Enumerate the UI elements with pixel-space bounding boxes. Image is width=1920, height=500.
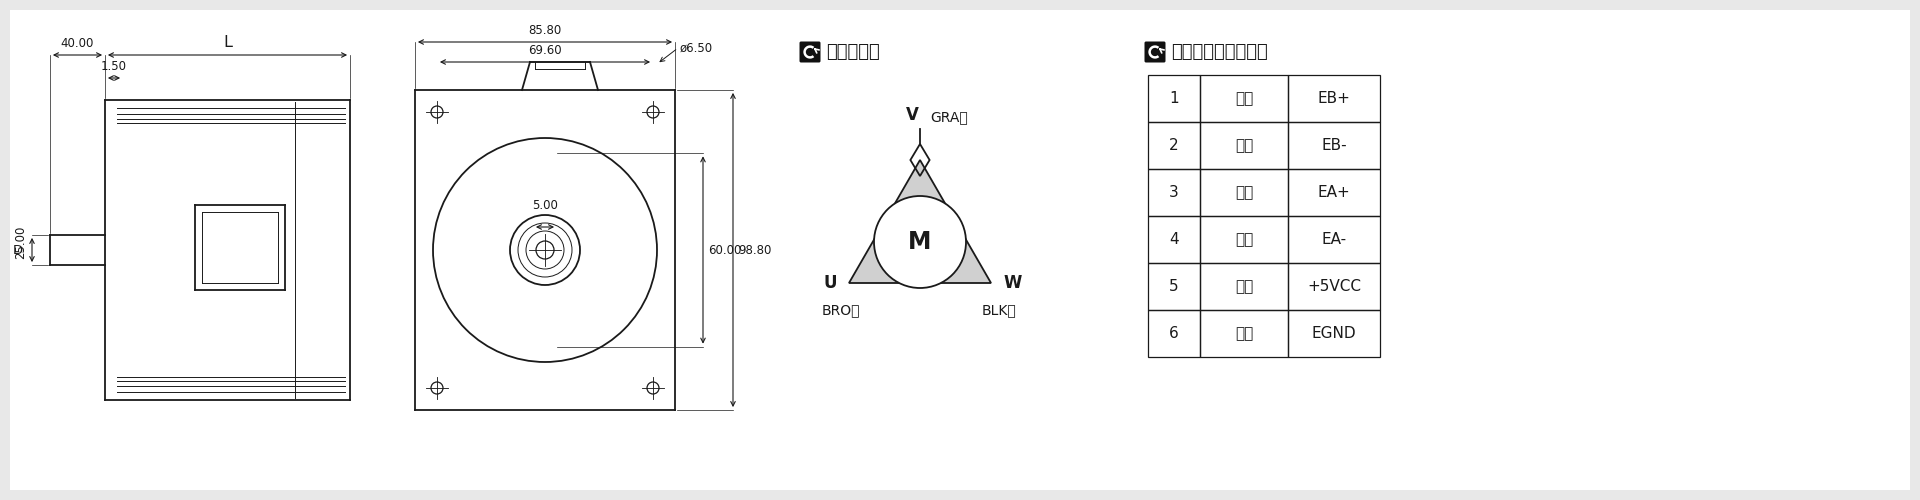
Bar (1200, 169, 1288, 216)
Bar (1148, 75, 1200, 122)
Text: 1: 1 (1169, 91, 1179, 106)
Text: 5.00: 5.00 (532, 199, 559, 212)
Text: 69.60: 69.60 (528, 44, 563, 57)
Text: 1.50: 1.50 (102, 60, 127, 73)
Text: 4: 4 (1169, 232, 1179, 247)
Text: 85.80: 85.80 (528, 24, 563, 37)
Text: 电机线颜色: 电机线颜色 (826, 43, 879, 61)
Text: 编码器出线颜色定义: 编码器出线颜色定义 (1171, 43, 1267, 61)
Bar (1288, 169, 1380, 216)
Bar (1148, 310, 1200, 357)
Text: 黄色: 黄色 (1235, 91, 1254, 106)
Text: GRA灰: GRA灰 (929, 110, 968, 124)
Text: ø6.50: ø6.50 (680, 42, 712, 54)
Text: BRO棕: BRO棕 (822, 303, 860, 317)
Bar (1200, 216, 1288, 263)
FancyBboxPatch shape (1144, 42, 1165, 62)
Text: BLK黑: BLK黑 (981, 303, 1016, 317)
Text: 60.00: 60.00 (708, 244, 741, 256)
Bar (1200, 310, 1288, 357)
Text: 蓝色: 蓝色 (1235, 232, 1254, 247)
Bar (1288, 216, 1380, 263)
Bar (1148, 263, 1200, 310)
Text: 绿色: 绿色 (1235, 138, 1254, 153)
Text: +5VCC: +5VCC (1308, 279, 1361, 294)
Text: 3: 3 (1169, 185, 1179, 200)
FancyBboxPatch shape (799, 42, 820, 62)
Text: W: W (1002, 274, 1021, 292)
Bar (1288, 263, 1380, 310)
Text: EA+: EA+ (1317, 185, 1350, 200)
Bar (1148, 169, 1200, 216)
Text: 40.00: 40.00 (61, 37, 94, 50)
Bar (1288, 122, 1380, 169)
Bar (1200, 75, 1288, 122)
Text: EA-: EA- (1321, 232, 1346, 247)
Bar (1148, 122, 1200, 169)
Text: EB+: EB+ (1317, 91, 1350, 106)
Text: EB-: EB- (1321, 138, 1346, 153)
Bar (1288, 75, 1380, 122)
Text: L: L (223, 35, 232, 50)
Text: M: M (908, 230, 931, 254)
Bar (1148, 216, 1200, 263)
Bar (1288, 310, 1380, 357)
Text: EGND: EGND (1311, 326, 1356, 341)
Text: 2: 2 (1169, 138, 1179, 153)
Text: D: D (13, 244, 23, 256)
Text: 白色: 白色 (1235, 326, 1254, 341)
Text: 25.00: 25.00 (13, 226, 27, 258)
Bar (1200, 263, 1288, 310)
Text: 黑色: 黑色 (1235, 185, 1254, 200)
Bar (1200, 122, 1288, 169)
Circle shape (874, 196, 966, 288)
Text: V: V (906, 106, 918, 124)
Polygon shape (849, 160, 991, 283)
Text: 红色: 红色 (1235, 279, 1254, 294)
Text: 6: 6 (1169, 326, 1179, 341)
Text: 98.80: 98.80 (737, 244, 772, 256)
Text: 5: 5 (1169, 279, 1179, 294)
Text: U: U (824, 274, 837, 292)
